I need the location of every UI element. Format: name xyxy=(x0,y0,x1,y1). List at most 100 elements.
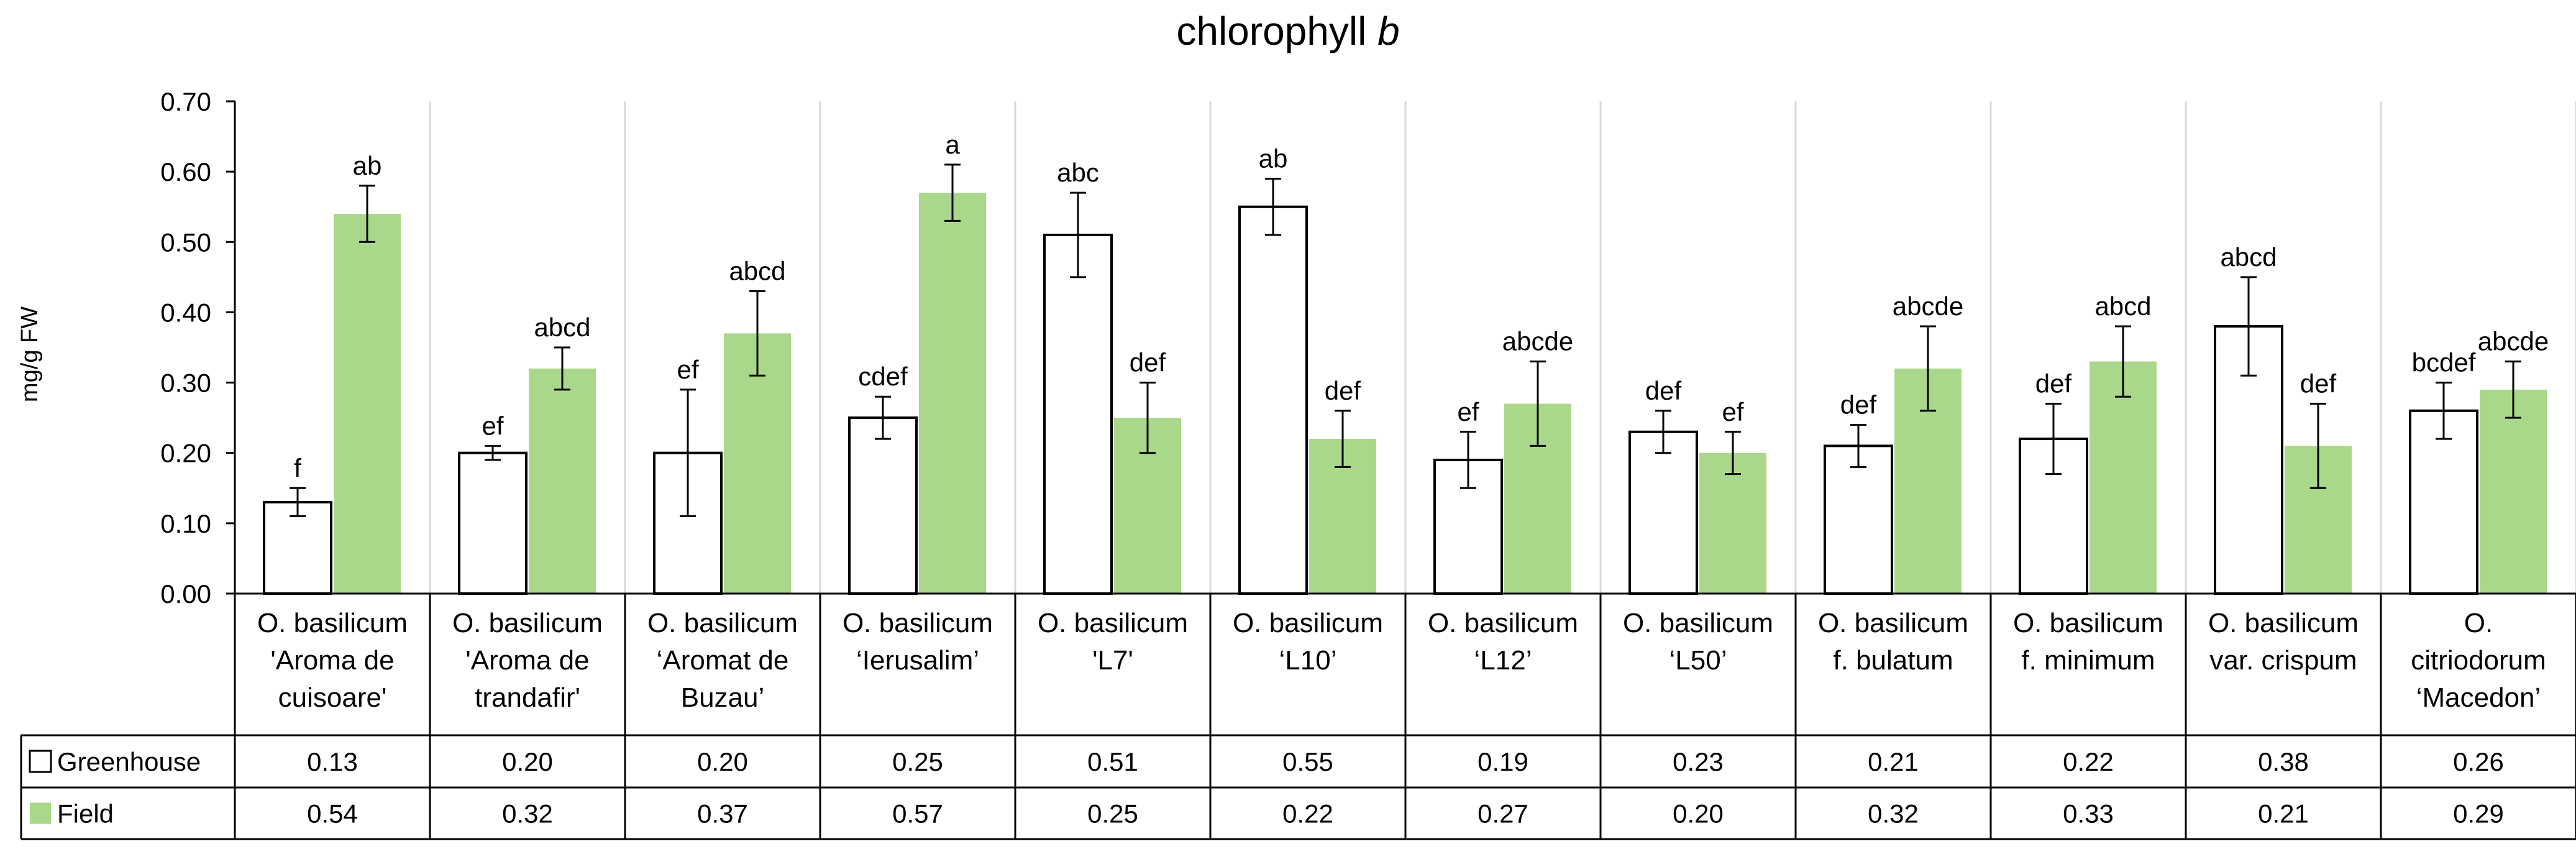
table-value: 0.20 xyxy=(502,747,553,776)
category-label-line: ‘L12’ xyxy=(1474,645,1532,676)
table-value: 0.20 xyxy=(1673,799,1724,829)
significance-letter: abcd xyxy=(2220,242,2277,272)
category-label: O. basilicum ‘Aromat de Buzau’ xyxy=(647,608,798,713)
category-label-line: O. basilicum xyxy=(2013,608,2163,638)
bar-field xyxy=(1699,452,1766,594)
category-label-line: ‘Ierusalim’ xyxy=(856,645,979,676)
table-value: 0.21 xyxy=(2258,799,2309,829)
bar-greenhouse xyxy=(1043,233,1113,595)
category-label: O. citriodorum ‘Macedon’ xyxy=(2411,608,2546,713)
significance-letter: abc xyxy=(1057,158,1099,187)
significance-letter: abcd xyxy=(729,256,785,285)
table-value: 0.22 xyxy=(2063,747,2114,776)
table-value: 0.54 xyxy=(307,799,358,829)
y-axis-label: mg/g FW xyxy=(17,306,43,402)
table-value: 0.29 xyxy=(2453,799,2504,829)
error-bar xyxy=(1460,431,1476,489)
table-value: 0.27 xyxy=(1478,799,1528,829)
category-label-line: O. basilicum xyxy=(2208,608,2359,638)
error-bar xyxy=(1265,177,1281,236)
y-tick-label: 0.50 xyxy=(160,227,211,257)
significance-letter: cdef xyxy=(858,362,908,391)
significance-letter: abcd xyxy=(2094,292,2151,321)
category-label-line: O. basilicum xyxy=(1428,608,1578,638)
legend-label-field: Field xyxy=(57,799,114,829)
table-value: 0.13 xyxy=(307,747,358,776)
error-bar xyxy=(749,290,765,377)
data-table: O. basilicum 'Aroma de cuisoare'O. basilic… xyxy=(20,592,2576,840)
error-bar xyxy=(944,163,961,222)
error-bar xyxy=(1850,423,1866,468)
table-value: 0.22 xyxy=(1282,799,1333,829)
legend-label-greenhouse: Greenhouse xyxy=(57,747,201,776)
significance-letter: def xyxy=(1645,376,1682,405)
category-label-line: O. basilicum xyxy=(1038,608,1188,638)
category-label-line: O. basilicum xyxy=(452,608,603,638)
error-bar xyxy=(1655,410,1671,454)
category-label-line: 'Aroma de xyxy=(270,645,394,676)
bar-field xyxy=(529,368,596,594)
bar-greenhouse xyxy=(458,451,528,595)
category-label: O. basilicum f. minimum xyxy=(2013,608,2163,676)
error-bar xyxy=(1335,410,1351,468)
error-bar xyxy=(2505,360,2521,419)
significance-letter: abcde xyxy=(1502,327,1573,356)
bar-greenhouse xyxy=(1628,430,1698,595)
significance-letter: ef xyxy=(677,355,698,384)
table-value: 0.57 xyxy=(892,799,943,829)
error-bar xyxy=(1140,382,1156,454)
significance-letter: ab xyxy=(1259,144,1288,173)
y-tick-label: 0.40 xyxy=(160,298,211,327)
error-bar xyxy=(1530,360,1546,447)
category-label-line: Buzau’ xyxy=(681,682,765,713)
y-tick-label: 0.10 xyxy=(160,509,211,538)
category-label-line: O. basilicum xyxy=(843,608,993,638)
category-label-line: O. basilicum xyxy=(257,608,408,638)
table-value: 0.26 xyxy=(2453,747,2504,776)
category-label-line: O. basilicum xyxy=(1233,608,1383,638)
significance-letter: def xyxy=(1840,390,1877,419)
category-label-line: ‘L50’ xyxy=(1669,645,1727,676)
y-tick-label: 0.70 xyxy=(160,87,211,116)
significance-letter: abcd xyxy=(534,313,590,342)
category-label-line: ‘Macedon’ xyxy=(2416,682,2541,713)
table-value: 0.32 xyxy=(502,799,553,829)
error-bar xyxy=(2310,403,2326,489)
error-bar xyxy=(680,388,696,518)
category-label-line: 'Aroma de xyxy=(465,645,589,676)
table-value: 0.55 xyxy=(1282,747,1333,776)
table-value: 0.51 xyxy=(1087,747,1138,776)
bars: fabefabcdefabcdcdefaabcdefabdefefabcdede… xyxy=(263,130,2549,595)
error-bar xyxy=(2115,325,2131,398)
bar-field xyxy=(334,214,401,594)
significance-letter: abcde xyxy=(1893,292,1963,321)
category-label: O. basilicum 'Aroma de cuisoare' xyxy=(257,608,408,713)
significance-letter: a xyxy=(945,130,960,159)
y-tick-label: 0.60 xyxy=(160,157,211,186)
significance-letter: def xyxy=(2035,369,2072,398)
chart-title: chlorophyll b xyxy=(1176,9,1399,53)
table-value: 0.20 xyxy=(697,747,748,776)
error-bar xyxy=(2240,276,2257,377)
category-label: O. basilicum ‘L50’ xyxy=(1623,608,1773,676)
category-label-line: citriodorum xyxy=(2411,645,2546,676)
significance-letter: f xyxy=(294,453,301,482)
category-label-line: var. crispum xyxy=(2209,645,2357,676)
category-label-line: 'L7' xyxy=(1092,645,1133,676)
table-value: 0.25 xyxy=(1087,799,1138,829)
bar-field xyxy=(2480,389,2547,594)
significance-letter: bcdef xyxy=(2412,348,2476,377)
y-tick-label: 0.30 xyxy=(160,369,211,398)
category-label-line: f. minimum xyxy=(2021,645,2155,676)
significance-letter: def xyxy=(2300,369,2337,398)
significance-letter: ab xyxy=(353,151,382,180)
category-label: O. basilicum ‘L10’ xyxy=(1233,608,1383,676)
table-value: 0.37 xyxy=(697,799,748,829)
legend-key-field xyxy=(30,802,51,824)
category-label: O. basilicum 'Aroma de trandafir' xyxy=(452,608,603,713)
category-label-line: O. basilicum xyxy=(1623,608,1773,638)
category-label-line: O. basilicum xyxy=(1818,608,1968,638)
error-bar xyxy=(2436,382,2452,440)
significance-letter: abcde xyxy=(2478,327,2549,356)
